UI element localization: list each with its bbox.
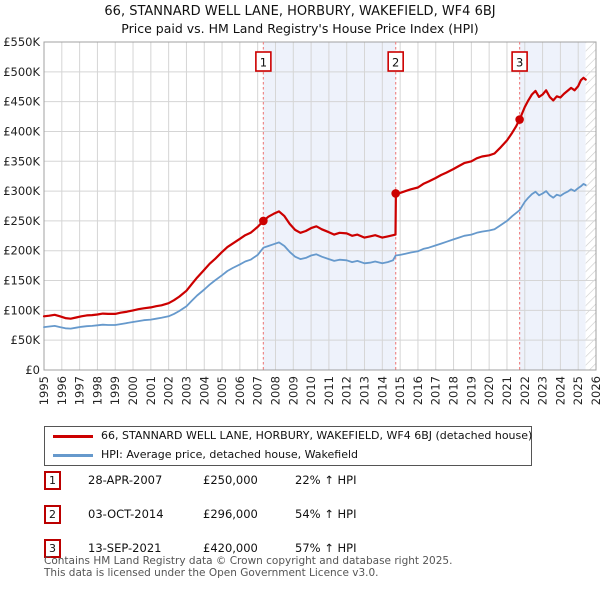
legend-item-property: 66, STANNARD WELL LANE, HORBURY, WAKEFIE… bbox=[45, 427, 533, 446]
blue-line-sample bbox=[53, 454, 93, 457]
x-tick-label: 2001 bbox=[144, 376, 158, 405]
sale-date-2: 03-OCT-2014 bbox=[88, 507, 164, 521]
y-tick-label: £450K bbox=[3, 95, 40, 109]
x-tick-label: 2013 bbox=[358, 376, 372, 405]
y-tick-label: £350K bbox=[3, 154, 40, 168]
y-tick-label: £500K bbox=[3, 65, 40, 79]
x-tick-label: 2002 bbox=[162, 376, 176, 405]
x-tick-label: 2008 bbox=[268, 376, 282, 405]
sale-marker-1: 1 bbox=[44, 471, 61, 490]
x-tick-label: 2026 bbox=[589, 376, 600, 405]
x-tick-label: 2007 bbox=[251, 376, 265, 405]
hpi-line bbox=[43, 182, 587, 330]
sale-point bbox=[391, 189, 400, 198]
y-tick-label: £300K bbox=[3, 184, 40, 198]
x-tick-label: 2005 bbox=[215, 376, 229, 405]
sale-marker-3: 3 bbox=[44, 539, 61, 558]
sale-price-1: £250,000 bbox=[203, 473, 258, 487]
x-tick-label: 2025 bbox=[571, 376, 585, 405]
x-tick-label: 2020 bbox=[482, 376, 496, 405]
future-hatch-band bbox=[585, 42, 596, 370]
sale-hpi-delta-1: 22% ↑ HPI bbox=[295, 473, 357, 487]
x-tick-label: 2012 bbox=[340, 376, 354, 405]
y-tick-label: £150K bbox=[3, 274, 40, 288]
x-tick-label: 2019 bbox=[464, 376, 478, 405]
x-tick-label: 2009 bbox=[286, 376, 300, 405]
y-tick-label: £400K bbox=[3, 124, 40, 138]
ownership-period-band bbox=[519, 42, 586, 370]
sale-marker-number: 3 bbox=[516, 56, 523, 70]
x-tick-label: 1998 bbox=[90, 376, 104, 405]
property-price-line bbox=[42, 76, 587, 320]
x-tick-label: 2016 bbox=[411, 376, 425, 405]
footer-line-1: Contains HM Land Registry data © Crown c… bbox=[44, 555, 453, 567]
sale-hpi-delta-3: 57% ↑ HPI bbox=[295, 541, 357, 555]
y-tick-label: £250K bbox=[3, 214, 40, 228]
x-tick-label: 1997 bbox=[73, 376, 87, 405]
x-tick-label: 1999 bbox=[108, 376, 122, 405]
sale-marker-box bbox=[511, 51, 528, 72]
legend-label-property: 66, STANNARD WELL LANE, HORBURY, WAKEFIE… bbox=[101, 429, 533, 442]
sale-marker-2: 2 bbox=[44, 505, 61, 524]
sale-point bbox=[259, 216, 268, 226]
x-tick-label: 2017 bbox=[429, 376, 443, 405]
sale-price-2: £296,000 bbox=[203, 507, 258, 521]
x-tick-label: 2021 bbox=[500, 376, 514, 405]
y-tick-label: £100K bbox=[3, 303, 40, 317]
chart-subtitle: Price paid vs. HM Land Registry's House … bbox=[121, 21, 479, 36]
y-tick-label: £200K bbox=[3, 244, 40, 258]
x-tick-label: 2018 bbox=[447, 376, 461, 405]
sale-row-1: 1 28-APR-2007 £250,000 22% ↑ HPI bbox=[44, 471, 564, 505]
x-tick-label: 2024 bbox=[553, 376, 567, 405]
x-tick-label: 2022 bbox=[518, 376, 532, 405]
sale-marker-number: 1 bbox=[260, 56, 267, 70]
y-tick-label: £550K bbox=[3, 35, 40, 49]
x-tick-label: 2010 bbox=[304, 376, 318, 405]
chart-title: 66, STANNARD WELL LANE, HORBURY, WAKEFIE… bbox=[104, 4, 496, 19]
sale-date-1: 28-APR-2007 bbox=[88, 473, 163, 487]
plot-border bbox=[43, 41, 597, 371]
legend-label-hpi: HPI: Average price, detached house, Wake… bbox=[101, 448, 359, 461]
sale-date-3: 13-SEP-2021 bbox=[88, 541, 162, 555]
ownership-period-band bbox=[263, 42, 396, 370]
x-tick-label: 2003 bbox=[179, 376, 193, 405]
y-tick-label: £0 bbox=[25, 363, 40, 377]
sale-row-2: 2 03-OCT-2014 £296,000 54% ↑ HPI bbox=[44, 505, 564, 539]
license-footer: Contains HM Land Registry data © Crown c… bbox=[44, 555, 453, 579]
x-tick-label: 1995 bbox=[37, 376, 51, 405]
sale-row-3: 3 13-SEP-2021 £420,000 57% ↑ HPI bbox=[44, 539, 564, 573]
sales-table: 1 28-APR-2007 £250,000 22% ↑ HPI 2 03-OC… bbox=[44, 471, 564, 573]
sale-price-3: £420,000 bbox=[203, 541, 258, 555]
sale-marker-box bbox=[255, 51, 272, 72]
sale-point bbox=[515, 115, 524, 124]
x-tick-label: 2014 bbox=[375, 376, 389, 405]
x-tick-label: 2023 bbox=[536, 376, 550, 405]
x-tick-label: 2015 bbox=[393, 376, 407, 405]
red-line-sample bbox=[53, 435, 93, 438]
x-tick-label: 2011 bbox=[322, 376, 336, 405]
footer-line-2: This data is licensed under the Open Gov… bbox=[44, 566, 379, 579]
sale-marker-number: 2 bbox=[392, 56, 399, 70]
x-tick-label: 2006 bbox=[233, 376, 247, 405]
x-tick-label: 2000 bbox=[126, 376, 140, 405]
y-tick-label: £50K bbox=[11, 333, 41, 347]
x-tick-label: 1996 bbox=[55, 376, 69, 405]
x-tick-label: 2004 bbox=[197, 376, 211, 405]
sale-hpi-delta-2: 54% ↑ HPI bbox=[295, 507, 357, 521]
legend-item-hpi: HPI: Average price, detached house, Wake… bbox=[45, 446, 531, 465]
legend: 66, STANNARD WELL LANE, HORBURY, WAKEFIE… bbox=[44, 426, 532, 466]
price-history-chart: 1995 1996 1997 1998 1999 2000 2001 2002 2003 2004… bbox=[3, 35, 600, 405]
sale-marker-box bbox=[387, 51, 404, 72]
